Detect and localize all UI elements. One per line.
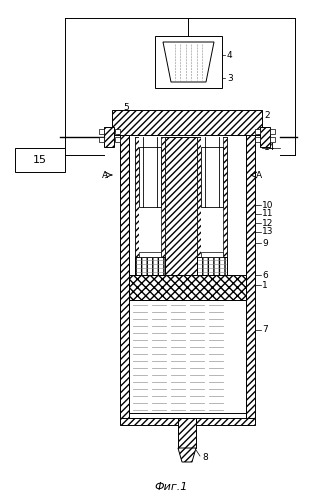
Text: 4: 4 <box>227 50 233 59</box>
Text: 8: 8 <box>202 454 208 463</box>
Text: 9: 9 <box>262 239 268 248</box>
Text: 1: 1 <box>262 280 268 289</box>
Bar <box>223 137 227 275</box>
Bar <box>120 418 255 425</box>
Bar <box>135 137 139 275</box>
Bar <box>155 36 222 88</box>
Text: A: A <box>102 171 108 180</box>
Bar <box>115 129 120 134</box>
Bar <box>139 137 161 275</box>
Bar <box>178 418 196 448</box>
Bar <box>255 137 260 142</box>
Bar <box>115 137 120 142</box>
Text: 12: 12 <box>262 219 273 228</box>
Bar <box>201 147 223 207</box>
Bar <box>201 137 223 275</box>
Text: 13: 13 <box>262 228 273 237</box>
Bar <box>161 137 165 275</box>
Bar <box>139 147 161 207</box>
Bar <box>260 127 270 147</box>
Text: 6: 6 <box>262 270 268 279</box>
Bar <box>270 129 275 134</box>
Bar <box>246 128 255 418</box>
Text: Фиг.1: Фиг.1 <box>154 482 187 492</box>
Text: A: A <box>256 171 262 180</box>
Bar <box>255 129 260 134</box>
Bar <box>112 110 262 135</box>
Bar <box>165 137 197 275</box>
Bar <box>99 129 104 134</box>
Text: 10: 10 <box>262 201 273 210</box>
Bar <box>129 300 246 413</box>
Text: 11: 11 <box>262 210 273 219</box>
Bar <box>129 275 246 300</box>
Bar <box>139 252 161 257</box>
Bar <box>135 137 165 275</box>
Text: 3: 3 <box>227 73 233 82</box>
Bar <box>197 137 201 275</box>
Text: 15: 15 <box>33 155 47 165</box>
Text: 2: 2 <box>264 110 270 119</box>
Bar <box>104 127 114 147</box>
Bar <box>15 148 65 172</box>
Bar <box>135 257 165 275</box>
Text: 5: 5 <box>123 102 129 111</box>
Bar <box>120 128 255 418</box>
Bar <box>120 128 129 418</box>
Text: 14: 14 <box>264 144 275 153</box>
Bar <box>99 137 104 142</box>
Bar <box>197 137 227 275</box>
Polygon shape <box>178 448 196 462</box>
Bar <box>270 137 275 142</box>
Text: 7: 7 <box>262 325 268 334</box>
Polygon shape <box>163 42 214 82</box>
Bar <box>197 257 227 275</box>
Bar <box>201 252 223 257</box>
